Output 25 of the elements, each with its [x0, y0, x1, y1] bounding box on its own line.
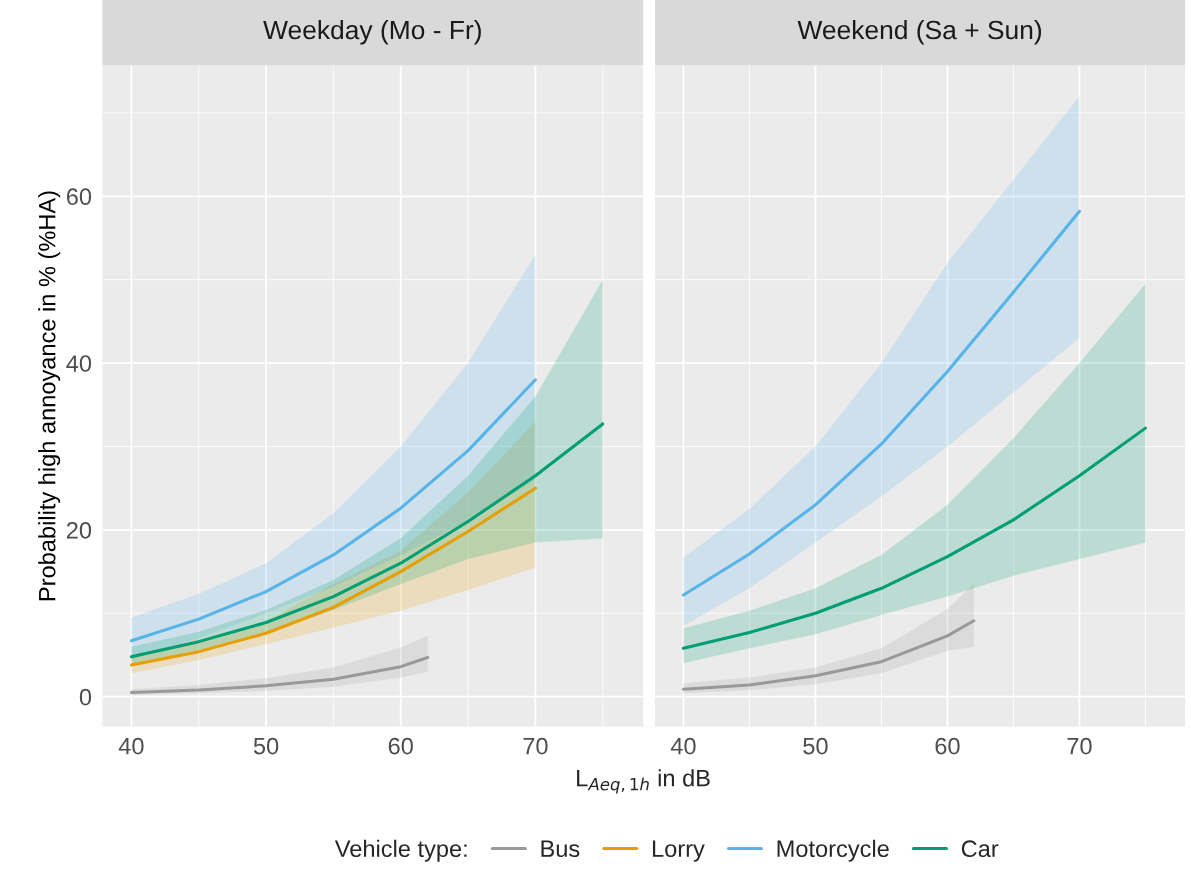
legend-label: Car — [961, 840, 999, 858]
x-tick-label: 70 — [523, 737, 548, 755]
line-series — [129, 378, 537, 643]
x-tick-label: 40 — [670, 737, 696, 755]
x-tick-label: 60 — [935, 737, 960, 755]
legend-title: Vehicle type: — [334, 839, 467, 862]
x-tick-label: 60 — [388, 737, 413, 755]
x-tick-label: 50 — [253, 737, 279, 755]
y-tick-label: 40 — [66, 355, 92, 372]
y-axis-title: Probability high annoyance in % (%HA) — [38, 191, 61, 601]
x-tick-label: 40 — [118, 737, 144, 755]
y-tick-label: 20 — [66, 521, 92, 539]
legend-label: Lorry — [652, 840, 705, 862]
chart-title: Weekday (Mo - Fr) — [263, 19, 481, 45]
legend-label: Bus — [541, 840, 580, 858]
line-series — [129, 486, 537, 667]
line-series — [129, 655, 430, 695]
y-tick-label: 60 — [66, 188, 92, 206]
x-tick-label: 50 — [803, 737, 828, 755]
x-tick-label: 70 — [1067, 737, 1092, 755]
line-series — [129, 422, 605, 659]
chart-title: Weekend (Sa + Sun) — [797, 19, 1042, 45]
y-tick-label: 0 — [79, 688, 92, 706]
legend-label: Motorcycle — [777, 839, 889, 862]
x-axis-title: L$_{Aeq,1h}$ in dB — [577, 769, 710, 794]
